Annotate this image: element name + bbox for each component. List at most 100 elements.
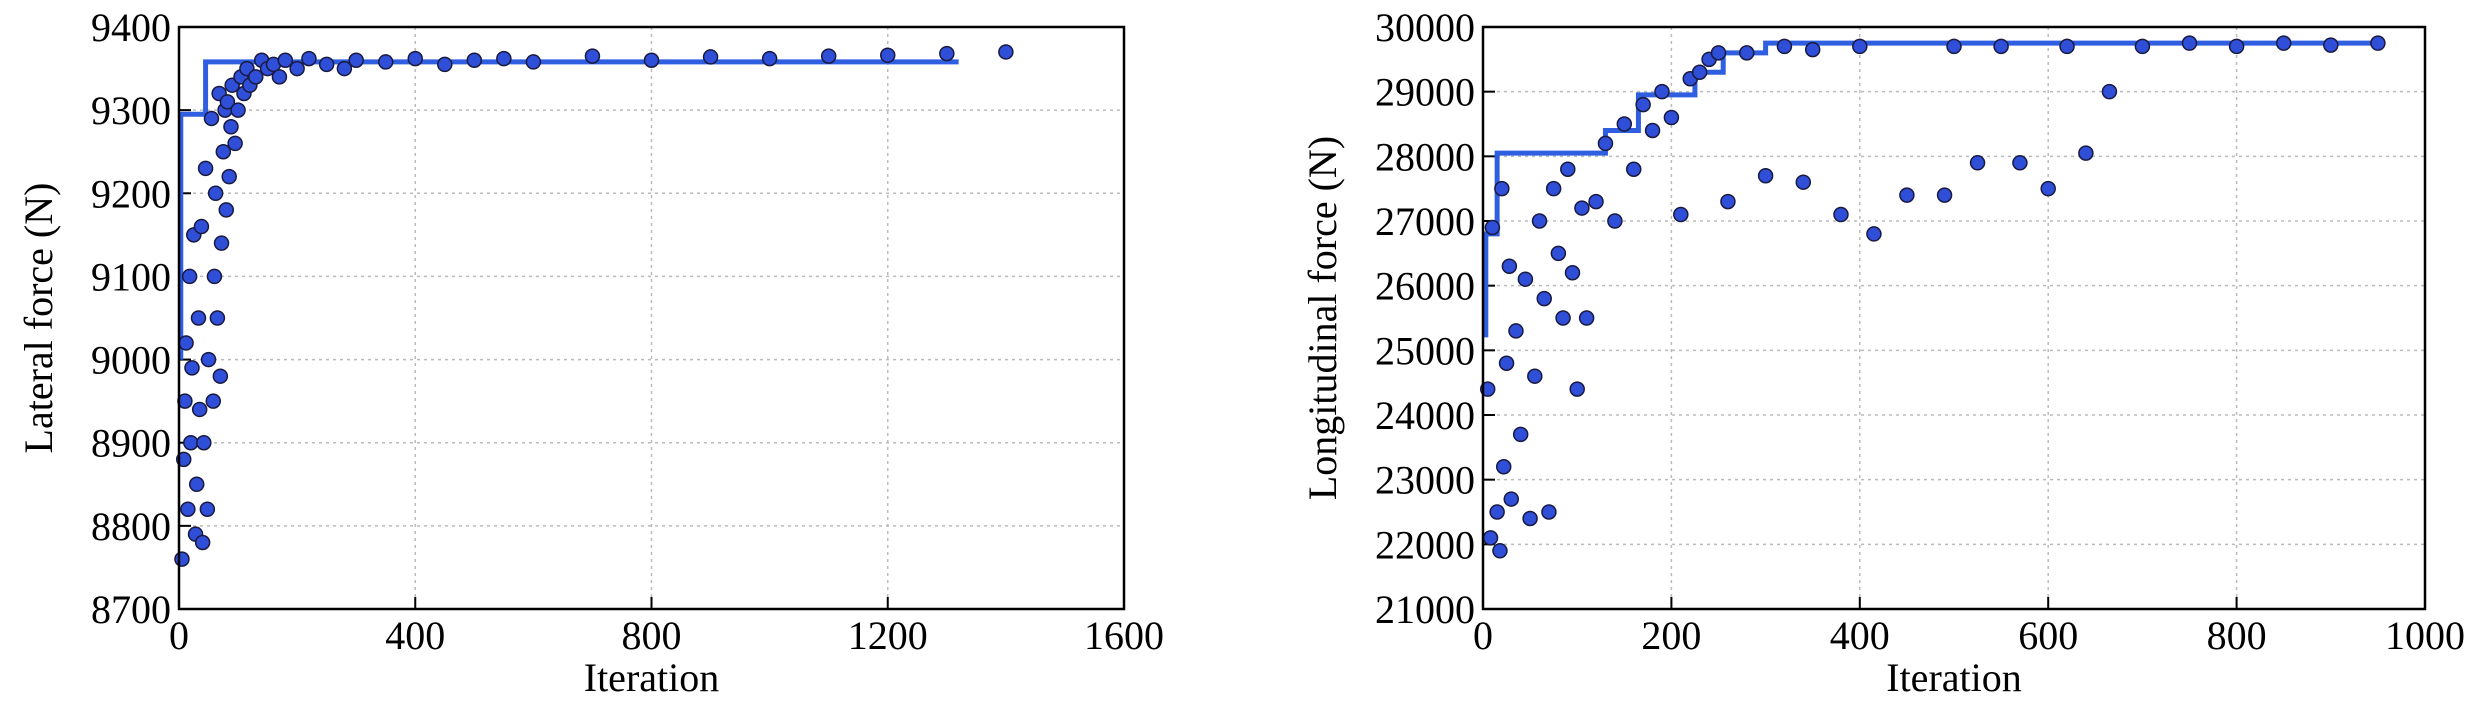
point <box>1536 290 1552 307</box>
point <box>1720 193 1736 210</box>
y-tick-label: 9100 <box>91 254 171 299</box>
plot-frame <box>177 25 1126 611</box>
point <box>939 45 955 62</box>
point <box>1739 45 1755 61</box>
y-tick-label: 21000 <box>1375 587 1475 632</box>
point <box>199 501 216 517</box>
point <box>1501 258 1518 275</box>
x-tick-label: 200 <box>1641 613 1701 658</box>
point <box>2323 37 2339 53</box>
point <box>207 185 224 202</box>
point <box>1545 180 1562 197</box>
point <box>1969 155 1986 171</box>
point <box>1569 381 1585 397</box>
point <box>190 310 207 326</box>
point <box>1560 161 1576 178</box>
x-tick-label: 400 <box>385 613 445 658</box>
point <box>1531 213 1548 229</box>
y-tick-label: 8700 <box>91 587 171 632</box>
point <box>336 60 353 77</box>
point <box>1527 368 1543 384</box>
x-tick-label: 1600 <box>1084 613 1164 658</box>
point <box>2228 38 2245 55</box>
y-tick-label: 24000 <box>1375 393 1475 438</box>
point <box>2275 35 2292 51</box>
point <box>1495 458 1512 475</box>
point <box>2059 38 2075 55</box>
point <box>1588 193 1604 210</box>
point <box>1541 504 1557 520</box>
point <box>2134 38 2151 55</box>
y-tick-label: 9000 <box>91 338 171 383</box>
point <box>1866 226 1882 242</box>
y-tick-label: 27000 <box>1375 199 1475 244</box>
point <box>407 50 423 67</box>
best-line <box>1483 40 2378 338</box>
point <box>1710 45 1727 61</box>
plot-frame <box>1481 25 2427 611</box>
point <box>277 52 294 69</box>
point <box>230 102 246 118</box>
point <box>1635 96 1651 113</box>
point <box>1804 41 1821 58</box>
point <box>1597 135 1614 152</box>
x-axis-label: Iteration <box>1886 655 2022 700</box>
point <box>178 335 194 351</box>
point <box>761 50 778 67</box>
point <box>1654 83 1670 100</box>
point <box>180 501 196 517</box>
point <box>188 476 205 493</box>
point <box>193 218 210 235</box>
point <box>1833 206 1849 223</box>
y-tick-label: 26000 <box>1375 264 1475 309</box>
point <box>1522 510 1538 527</box>
point <box>1776 38 1793 55</box>
point <box>184 360 200 376</box>
point <box>348 52 364 69</box>
point <box>218 202 234 218</box>
point <box>1498 355 1515 372</box>
y-axis-label: Longitudinal force (N) <box>1300 136 1345 500</box>
point <box>377 54 394 70</box>
point <box>212 368 229 384</box>
point <box>196 434 212 451</box>
y-tick-label: 9200 <box>91 171 171 216</box>
y-tick-label: 8800 <box>91 504 171 549</box>
y-tick-label: 25000 <box>1375 328 1475 373</box>
y-tick-label: 29000 <box>1375 70 1475 115</box>
point <box>1503 491 1520 507</box>
point <box>227 135 243 152</box>
point <box>1899 187 1915 203</box>
point <box>223 119 239 135</box>
point <box>1574 200 1590 216</box>
y-tick-label: 23000 <box>1375 458 1475 503</box>
point <box>1946 38 1962 55</box>
point <box>1616 116 1633 132</box>
point <box>1555 310 1571 326</box>
point <box>1644 122 1661 139</box>
point <box>209 310 226 326</box>
x-tick-label: 1200 <box>848 613 928 658</box>
point <box>1757 167 1774 184</box>
point <box>200 351 217 368</box>
x-tick-label: 600 <box>2018 613 2078 658</box>
point <box>194 534 211 551</box>
point <box>1993 38 2009 55</box>
point <box>1564 264 1581 281</box>
point <box>880 47 896 64</box>
point <box>289 60 305 77</box>
point <box>1512 426 1529 443</box>
point <box>205 393 222 409</box>
point <box>191 401 208 418</box>
point <box>702 49 719 65</box>
point <box>998 44 1014 60</box>
point <box>1625 161 1642 178</box>
point <box>1663 109 1680 126</box>
point <box>2370 35 2386 51</box>
y-tick-label: 28000 <box>1375 134 1475 179</box>
point <box>1607 213 1623 229</box>
point <box>1508 323 1524 339</box>
best-line <box>178 59 959 360</box>
point <box>1489 504 1505 520</box>
